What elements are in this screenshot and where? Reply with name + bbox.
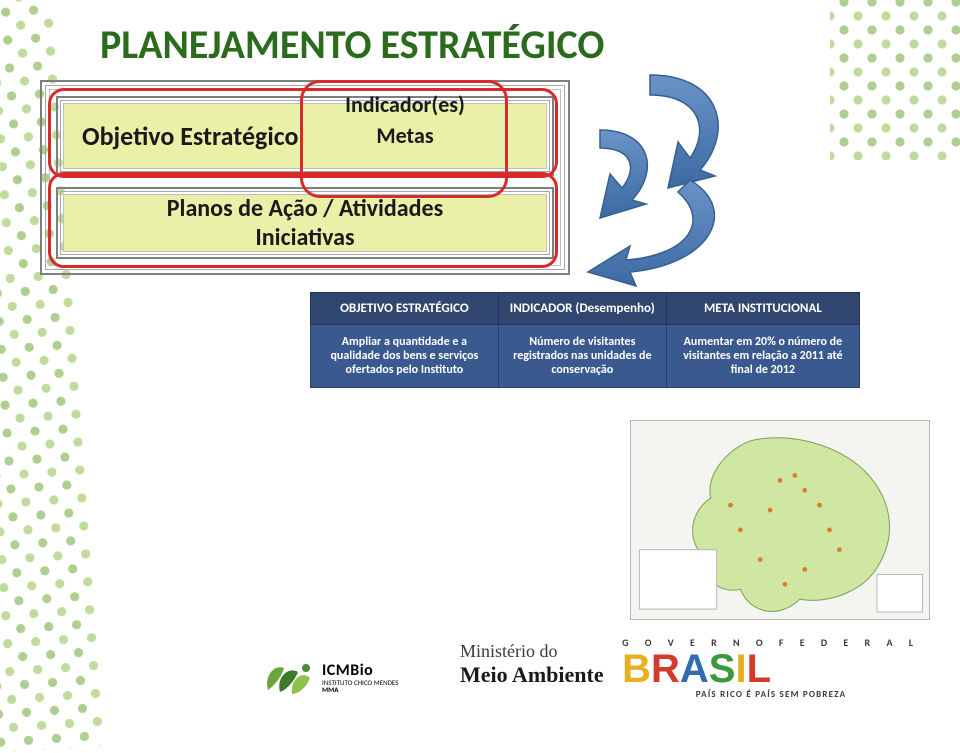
- logo-mma: Ministério do Meio Ambiente: [460, 641, 604, 688]
- th-objective: OBJETIVO ESTRATÉGICO: [311, 293, 499, 325]
- brasil-letter: A: [680, 651, 709, 687]
- objective-indicator-meta-table: OBJETIVO ESTRATÉGICO INDICADOR (Desempen…: [310, 292, 860, 388]
- metas-label: Metas: [320, 121, 490, 152]
- brasil-letter: I: [735, 651, 746, 687]
- th-indicator: INDICADOR (Desempenho): [498, 293, 666, 325]
- mma-line2: Meio Ambiente: [460, 662, 604, 688]
- logo-brasil: G O V E R N O F E D E R A L BRASIL PAÍS …: [622, 636, 920, 700]
- cell-meta: Aumentar em 20% o número de visitantes e…: [666, 325, 859, 388]
- brasil-letter: L: [747, 651, 771, 687]
- mma-line1: Ministério do: [460, 641, 604, 662]
- decorative-dots-right: [830, 0, 960, 160]
- th-meta: META INSTITUCIONAL: [666, 293, 859, 325]
- brasil-letter: S: [709, 651, 736, 687]
- table-row: Ampliar a quantidade e a qualidade dos b…: [311, 325, 860, 388]
- footer: ICMBio INSTITUTO CHICO MENDES MMA Minist…: [0, 626, 960, 706]
- brasil-word: BRASIL: [622, 651, 920, 687]
- brasil-letter: R: [651, 651, 680, 687]
- icmbio-icon: [260, 656, 314, 700]
- brazil-map: [630, 420, 930, 620]
- cell-objective: Ampliar a quantidade e a qualidade dos b…: [311, 325, 499, 388]
- indicator-metas-group: Indicador(es) Metas: [320, 90, 490, 152]
- page-title: PLANEJAMENTO ESTRATÉGICO: [100, 20, 604, 69]
- plans-label-1: Planos de Ação / Atividades: [167, 194, 443, 223]
- objective-label: Objetivo Estratégico: [82, 120, 299, 152]
- cell-indicator: Número de visitantes registrados nas uni…: [498, 325, 666, 388]
- icmbio-text: ICMBio INSTITUTO CHICO MENDES MMA: [322, 663, 399, 693]
- hierarchy-box: Objetivo Estratégico Planos de Ação / At…: [40, 80, 570, 275]
- row-plans: Planos de Ação / Atividades Iniciativas: [56, 187, 554, 259]
- indicator-label: Indicador(es): [320, 90, 490, 121]
- brasil-letter: B: [622, 651, 651, 687]
- plans-label-2: Iniciativas: [255, 223, 354, 252]
- flow-arrows: [540, 60, 760, 290]
- logo-icmbio: ICMBio INSTITUTO CHICO MENDES MMA: [260, 656, 399, 700]
